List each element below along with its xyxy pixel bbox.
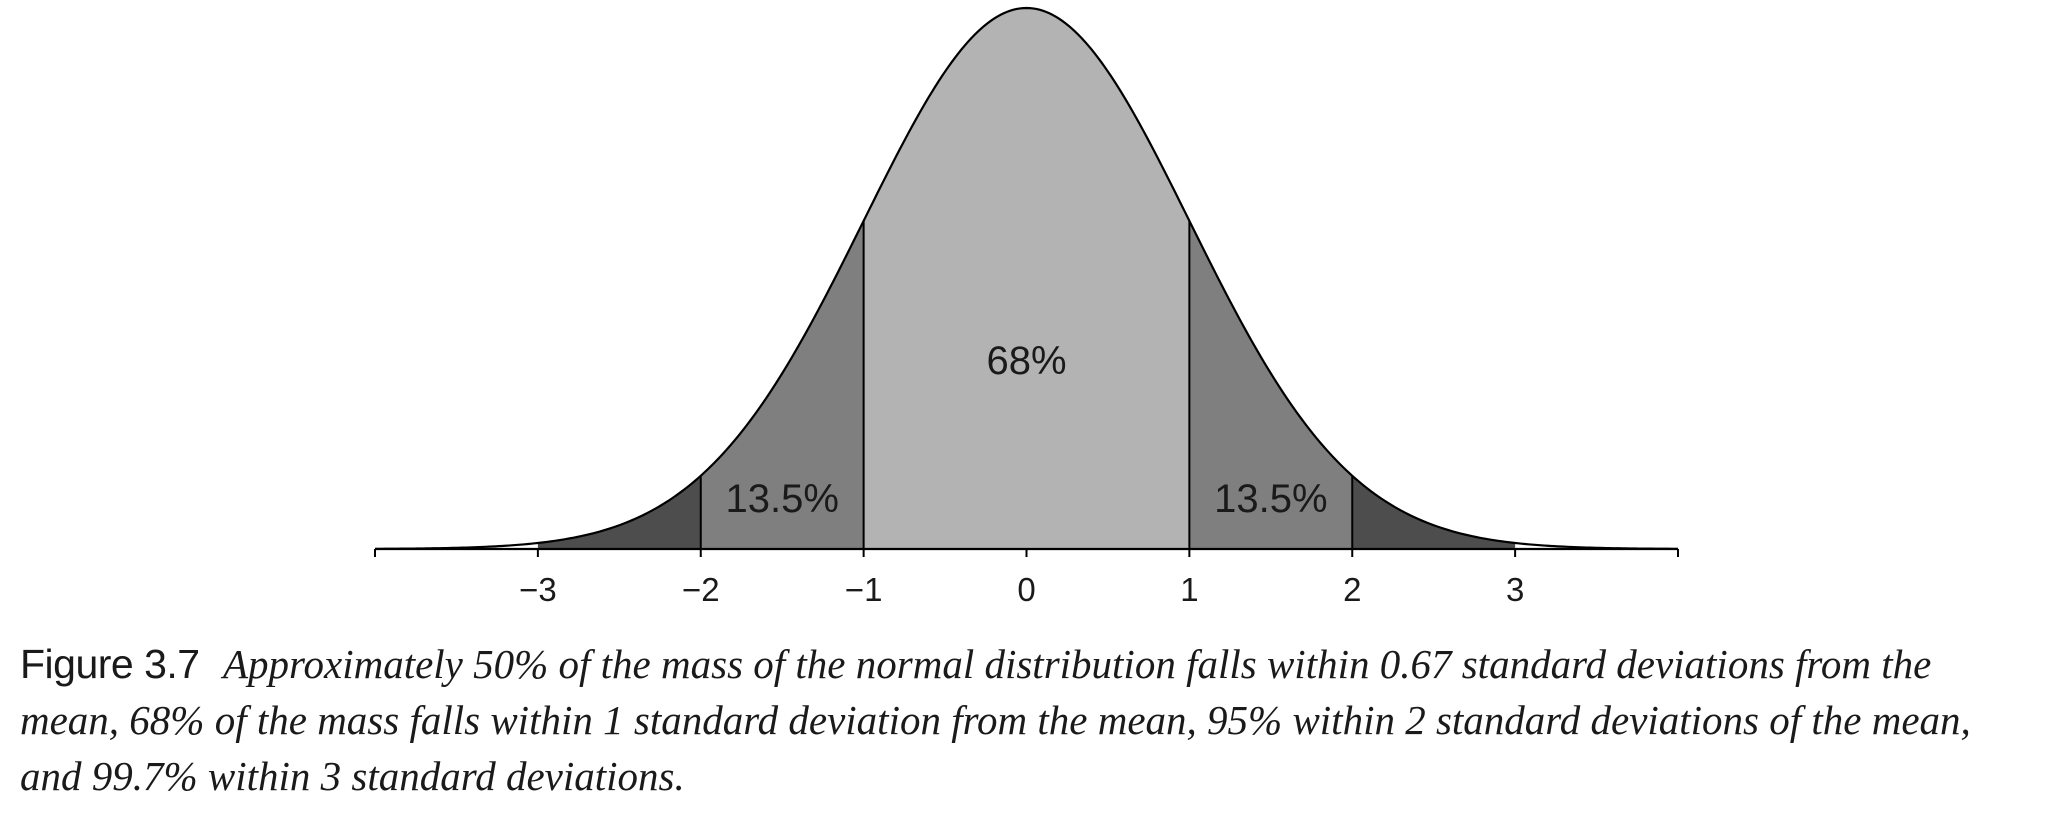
region-dividers — [699, 220, 1354, 549]
chart-canvas: −3 −2 −1 0 1 2 3 13.5% 68% 13.5% — [374, 6, 1679, 608]
region-4-area — [1352, 475, 1516, 549]
x-tick-label-0: 0 — [1017, 571, 1035, 608]
x-tick-label--1: −1 — [845, 571, 883, 608]
density-curve — [374, 6, 1679, 550]
caption-figure-label: Figure 3.7 — [20, 641, 200, 687]
x-axis-ticks — [374, 549, 1679, 557]
x-axis-tick-labels: −3 −2 −1 0 1 2 3 — [519, 571, 1524, 608]
region-2-area — [863, 8, 1190, 549]
region-2-label: 68% — [986, 339, 1066, 383]
x-tick-label-1: 1 — [1180, 571, 1198, 608]
region-labels: 13.5% 68% 13.5% — [725, 339, 1327, 521]
shaded-regions — [537, 8, 1516, 549]
region-1-label: 13.5% — [725, 477, 838, 521]
x-tick-label--3: −3 — [519, 571, 557, 608]
x-tick-label-3: 3 — [1506, 571, 1524, 608]
x-tick-label--2: −2 — [682, 571, 720, 608]
normal-distribution-chart: −3 −2 −1 0 1 2 3 13.5% 68% 13.5% — [374, 6, 1679, 608]
region-3-label: 13.5% — [1214, 477, 1327, 521]
x-tick-label-2: 2 — [1343, 571, 1361, 608]
region-0-area — [537, 475, 701, 549]
figure-caption: Figure 3.7 Approximately 50% of the mass… — [20, 636, 2035, 804]
caption-text: Approximately 50% of the mass of the nor… — [20, 641, 1971, 799]
